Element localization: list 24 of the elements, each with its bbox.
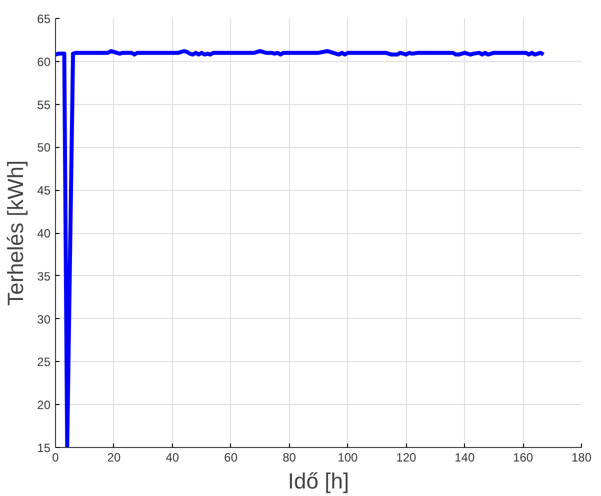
x-tick-label: 180 <box>571 450 592 464</box>
y-tick-label: 25 <box>37 355 51 370</box>
line-series <box>56 49 546 448</box>
x-tick-label: 20 <box>107 450 121 464</box>
x-tick-label: 40 <box>166 450 180 464</box>
y-tick-label: 40 <box>37 226 51 240</box>
x-axis-title: Idő [h] <box>288 468 350 494</box>
y-tick-label: 50 <box>37 140 51 155</box>
y-axis-title: Terhelés [kWh] <box>3 160 28 306</box>
y-tick-label: 60 <box>37 54 51 69</box>
x-tick-label: 100 <box>338 450 358 464</box>
x-tick-label: 0 <box>52 450 60 464</box>
y-tick-label: 15 <box>37 441 51 455</box>
y-tick-label: 45 <box>37 184 51 198</box>
x-tick-label: 80 <box>282 450 296 464</box>
x-tick-label: 60 <box>224 450 238 464</box>
y-tick-label: 30 <box>37 312 51 326</box>
y-tick-label: 35 <box>37 269 51 284</box>
x-tick-label: 140 <box>454 450 475 464</box>
x-tick-label: 120 <box>396 450 417 464</box>
y-tick-label: 55 <box>37 98 51 112</box>
y-tick-label: 20 <box>37 398 51 412</box>
y-tick-label: 65 <box>37 12 51 26</box>
x-tick-label: 160 <box>513 450 534 464</box>
